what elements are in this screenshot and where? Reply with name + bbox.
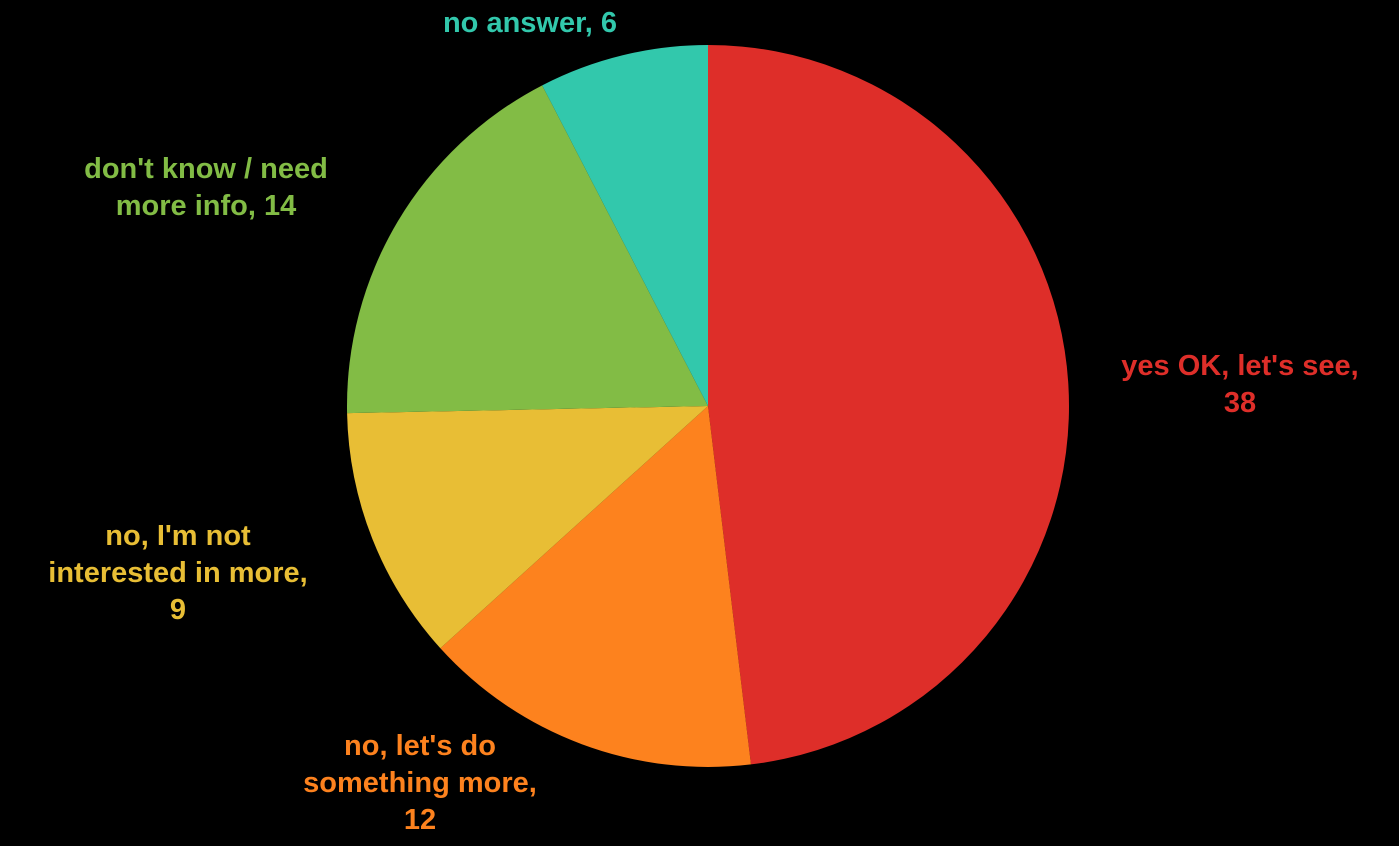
pie-slice-no-i-m-not-interested-in-more <box>347 406 708 649</box>
pie-slice-no-answer <box>542 45 708 406</box>
pie-slice-no-let-s-do-something-more <box>440 406 751 767</box>
data-label-yes-ok-let-s-see: yes OK, let's see, 38 <box>1121 350 1358 419</box>
pie-slice-yes-ok-let-s-see <box>708 45 1069 765</box>
data-label-no-let-s-do-something-more: no, let's do something more, 12 <box>303 730 537 836</box>
data-label-don-t-know-need-more-info: don't know / need more info, 14 <box>84 153 328 222</box>
pie-slice-don-t-know-need-more-info <box>346 85 708 414</box>
data-label-no-answer: no answer, 6 <box>443 7 617 39</box>
data-label-no-i-m-not-interested-in-more: no, I'm not interested in more, 9 <box>48 520 307 626</box>
